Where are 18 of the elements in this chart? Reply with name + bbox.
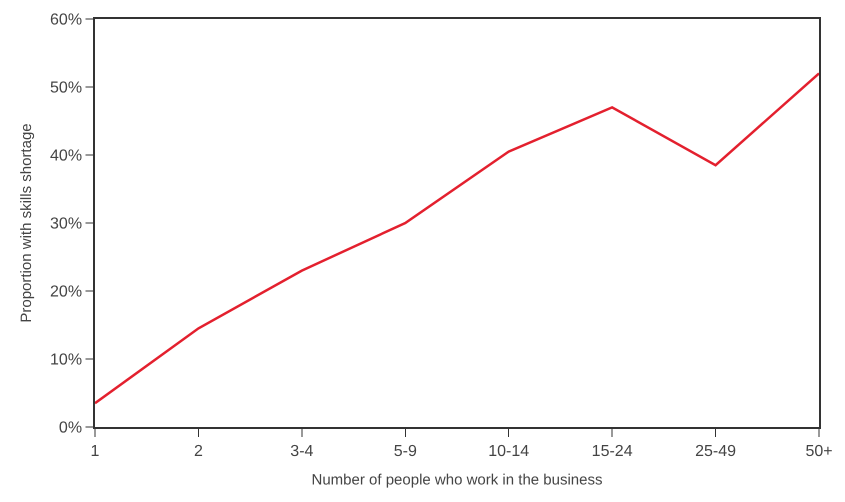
x-tick-label: 2 (194, 442, 203, 460)
y-tick-label: 50% (50, 80, 82, 97)
x-tick-label: 3-4 (290, 442, 314, 460)
x-tick-label: 50+ (805, 442, 833, 460)
y-tick-label: 20% (50, 284, 82, 301)
y-tick-label: 10% (50, 352, 82, 369)
x-tick-label: 25-49 (695, 442, 736, 460)
x-tick-label: 15-24 (592, 442, 633, 460)
y-tick-label: 30% (50, 216, 82, 233)
y-tick-label: 60% (50, 12, 82, 29)
x-tick-label: 10-14 (488, 442, 530, 460)
x-tick-label: 5-9 (394, 442, 417, 460)
y-axis-title: Proportion with skills shortage (18, 123, 35, 323)
y-tick-label: 0% (58, 420, 82, 437)
y-tick-label: 40% (50, 148, 82, 165)
x-axis-title: Number of people who work in the business (312, 471, 602, 488)
line-series (95, 72, 819, 404)
x-tick-label: 1 (90, 442, 100, 460)
